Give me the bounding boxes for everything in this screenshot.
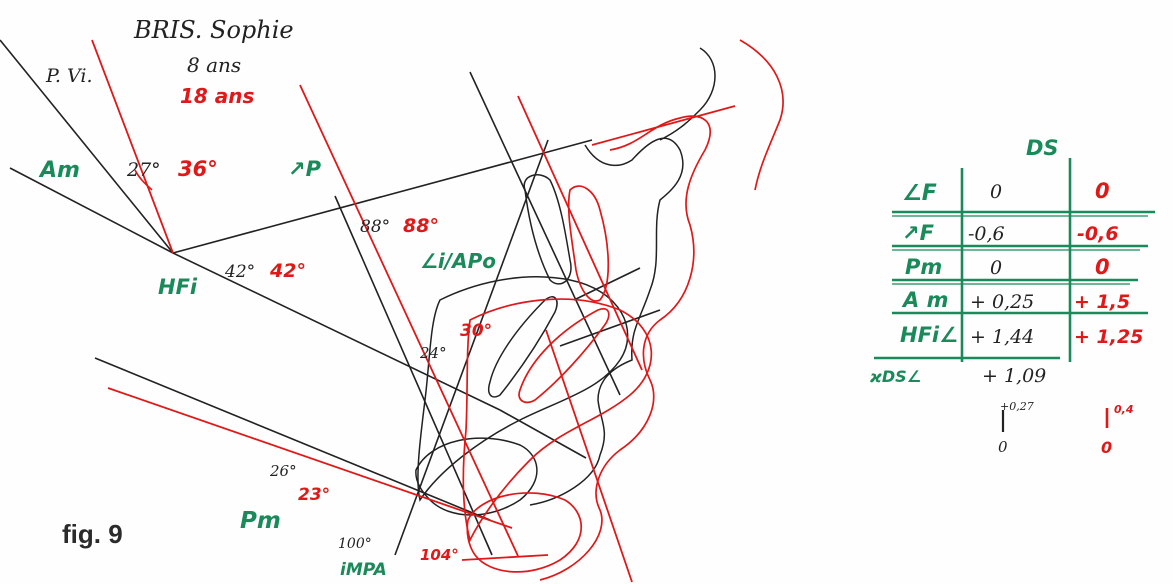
mandibular-plane-line <box>94 357 491 521</box>
incisor-axis-line <box>394 139 549 556</box>
ds-value-red: 0 <box>1095 179 1110 203</box>
ds-total-black: + 1,09 <box>982 365 1046 387</box>
ds-value-black: -0,6 <box>968 223 1005 245</box>
lower-incisor-outline <box>488 296 558 398</box>
red-facial-plane-line <box>299 84 519 557</box>
ds-value-red: 0 <box>1095 255 1110 279</box>
upper-incisor-outline <box>523 174 572 285</box>
red-lower-incisor-outline <box>518 307 610 404</box>
hfi-line <box>172 252 501 411</box>
red-anatomy-outlines <box>462 39 784 581</box>
ds-value-black: + 1,44 <box>970 326 1034 348</box>
ds-row-label-hfi: HFi∠ <box>900 323 958 347</box>
hfi-angle-red: 42° <box>269 260 306 282</box>
impa-label: iMPA <box>340 560 387 580</box>
soft-tissue-profile-red <box>539 115 712 581</box>
pm-angle-black: 26° <box>269 462 297 480</box>
ds-value-red: -0,6 <box>1077 223 1119 245</box>
impa-angle-black: 100° <box>338 536 372 552</box>
vertical-plane-label: P. Vi. <box>45 65 93 87</box>
red-upper-incisor-outline <box>567 185 610 302</box>
facial-plane-line <box>334 195 493 556</box>
ds-total-label: ϰDS∠ <box>870 367 921 386</box>
hfi-angle-black: 42° <box>224 262 255 282</box>
black-anatomy-outlines <box>415 47 716 516</box>
angle-arcs <box>134 169 153 191</box>
ds-value-black: 0 <box>990 257 1002 279</box>
hfi-label: HFi <box>158 275 198 299</box>
am-angle-red: 36° <box>178 157 218 181</box>
soft-tissue-profile-black <box>529 137 684 506</box>
incisor-apo-black: 24° <box>419 344 447 362</box>
scale-black-top: +0,27 <box>1000 400 1034 413</box>
figure-caption: fig. 9 <box>62 519 123 549</box>
am-label: Am <box>38 158 80 183</box>
vertical-plane-line <box>0 39 174 254</box>
scale-red-bottom: 0 <box>1101 438 1112 457</box>
red-lower-line <box>545 329 633 583</box>
ds-table-title: DS <box>1026 136 1059 160</box>
ds-value-black: + 0,25 <box>970 291 1034 313</box>
ds-table-grid <box>874 158 1155 362</box>
impa-angle-red: 104° <box>420 546 459 564</box>
facial-angle-red: 88° <box>403 215 439 237</box>
ds-row-label-am: A m <box>901 288 948 312</box>
incisor-apo-red: 30° <box>460 321 492 341</box>
red-tracing-lines <box>91 39 736 583</box>
pm-label: Pm <box>240 508 281 534</box>
symphysis-outline-red <box>466 492 583 573</box>
age-initial: 8 ans <box>187 53 241 77</box>
ds-row-label-pm: Pm <box>905 255 942 279</box>
red-mandibular-plane-line <box>107 387 513 529</box>
pm-angle-red: 23° <box>298 485 330 505</box>
ds-value-red: + 1,5 <box>1074 291 1130 313</box>
ds-row-label-f: ↗F <box>902 221 935 245</box>
facial-angle-label: ↗P <box>288 157 322 181</box>
am-angle-black: 27° <box>126 159 161 181</box>
frankfort-line <box>172 139 593 254</box>
incisor-apo-label: ∠i/APo <box>420 249 496 273</box>
patient-name: BRIS. Sophie <box>133 16 294 44</box>
age-final: 18 ans <box>180 84 255 108</box>
ds-value-black: 0 <box>990 181 1002 203</box>
ds-value-red: + 1,25 <box>1074 326 1143 348</box>
symphysis-outline-black <box>415 437 538 516</box>
scale-red-top: 0,4 <box>1114 403 1134 416</box>
black-tracing-lines <box>0 39 661 556</box>
ds-row-label-angle-f: ∠F <box>902 181 937 206</box>
apo-line <box>469 71 621 396</box>
scale-black-bottom: 0 <box>998 438 1008 456</box>
ds-table: DS ∠F ↗F Pm A m HFi∠ 0 -0,6 0 + 0,25 + 1… <box>870 136 1155 457</box>
facial-angle-black: 88° <box>360 217 390 237</box>
